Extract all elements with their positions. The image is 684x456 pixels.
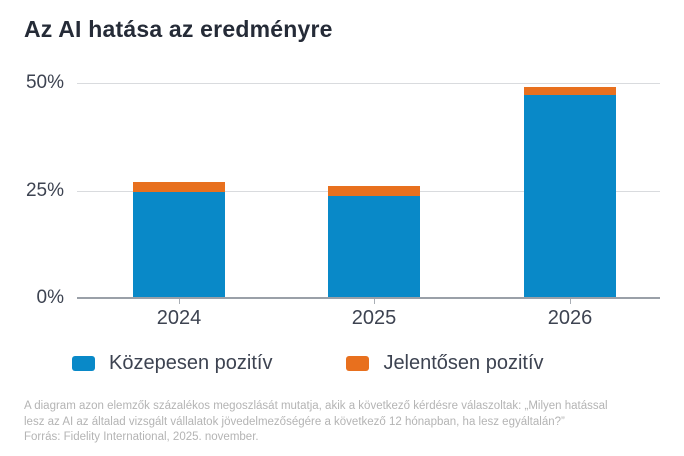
x-axis-tick-2024	[179, 299, 180, 304]
x-axis-tick-2026	[570, 299, 571, 304]
gridline-50%	[77, 83, 660, 84]
legend-item-jelentosen-pozitiv: Jelentősen pozitív	[346, 352, 544, 375]
chart-title: Az AI hatása az eredményre	[24, 16, 333, 42]
y-axis-label-25%: 25%	[25, 179, 64, 201]
y-axis-label-0%: 0%	[36, 287, 64, 308]
x-axis-label-2025: 2025	[351, 307, 397, 329]
legend-label-jelentosen-pozitiv: Jelentősen pozitív	[383, 352, 544, 374]
legend-label-kozepesen-pozitiv: Közepesen pozitív	[109, 352, 273, 374]
x-axis-tick-2025	[374, 299, 375, 304]
x-axis-label-2026: 2026	[547, 307, 593, 329]
bar-segment-közepesen-pozitív-2025	[328, 196, 420, 298]
legend: Közepesen pozitív Jelentősen pozitív	[72, 352, 544, 375]
footnote: A diagram azon elemzők százalékos megosz…	[24, 399, 674, 446]
x-axis-label-2024: 2024	[156, 307, 202, 329]
x-axis-line	[77, 297, 660, 299]
bar-segment-jelentősen-pozitív-2024	[133, 181, 225, 192]
legend-swatch-orange-icon	[346, 356, 370, 371]
bar-segment-közepesen-pozitív-2024	[133, 191, 225, 298]
bar-segment-jelentősen-pozitív-2026	[524, 87, 616, 95]
bar-segment-jelentősen-pozitív-2025	[328, 186, 420, 197]
legend-swatch-blue-icon	[72, 356, 95, 371]
footnote-line-1: A diagram azon elemzők százalékos megosz…	[24, 400, 608, 412]
y-axis-label-50%: 50%	[25, 72, 64, 93]
footnote-line-2: lesz az AI az általad vizsgált vállalato…	[24, 415, 565, 428]
bar-segment-közepesen-pozitív-2026	[524, 94, 616, 298]
legend-item-kozepesen-pozitiv: Közepesen pozitív	[72, 352, 272, 375]
footnote-source: Forrás: Fidelity International, 2025. no…	[24, 431, 259, 443]
